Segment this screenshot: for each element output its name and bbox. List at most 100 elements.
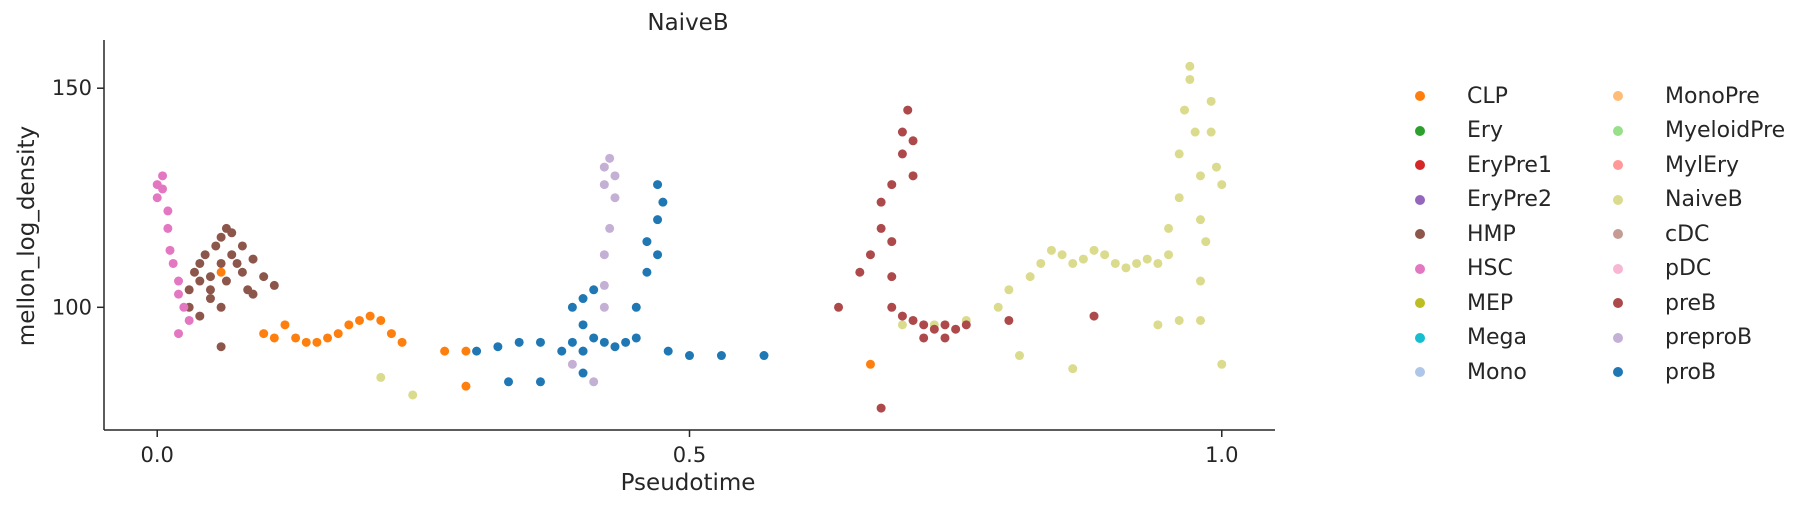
legend-label: MyeloidPre	[1665, 118, 1786, 144]
data-point	[605, 153, 615, 163]
data-point	[158, 171, 168, 181]
data-point	[610, 171, 620, 181]
data-point	[301, 337, 311, 347]
data-point	[1036, 258, 1046, 268]
data-point	[269, 280, 279, 290]
data-point	[1121, 263, 1131, 273]
data-point	[1211, 162, 1221, 172]
data-point	[472, 346, 482, 356]
data-point	[184, 285, 194, 295]
data-point	[354, 315, 364, 325]
legend-marker	[1415, 263, 1425, 274]
data-point	[259, 272, 269, 282]
legend-item: pDC	[1608, 252, 1808, 287]
data-point	[535, 377, 545, 387]
data-point	[1142, 254, 1152, 264]
data-point	[461, 346, 471, 356]
series-preB	[834, 105, 1099, 413]
data-point	[716, 351, 726, 361]
data-point	[504, 377, 514, 387]
data-point	[887, 237, 897, 247]
data-point	[653, 250, 663, 260]
data-point	[897, 149, 907, 159]
legend-item: MylEry	[1608, 148, 1808, 183]
data-point	[642, 237, 652, 247]
data-point	[865, 250, 875, 260]
legend-label: Mega	[1467, 325, 1527, 351]
data-point	[211, 241, 221, 251]
data-point	[1089, 245, 1099, 255]
legend-label: proB	[1665, 359, 1717, 385]
data-point	[280, 320, 290, 330]
data-point	[216, 302, 226, 312]
data-point	[1190, 127, 1200, 137]
legend-label: HMP	[1467, 221, 1516, 247]
legend-item: MonoPre	[1608, 79, 1808, 114]
legend-label: MEP	[1467, 290, 1514, 316]
legend-item: Ery	[1410, 114, 1608, 149]
data-point	[514, 337, 524, 347]
series-HMP	[184, 223, 279, 352]
data-point	[216, 232, 226, 242]
legend-label: CLP	[1467, 83, 1508, 109]
x-tick-label: 0.5	[673, 443, 706, 467]
data-point	[1153, 258, 1163, 268]
data-point	[205, 272, 215, 282]
data-point	[1025, 272, 1035, 282]
y-tick-label: 100	[52, 295, 92, 319]
data-point	[557, 346, 567, 356]
data-point	[1153, 320, 1163, 330]
legend-marker	[1613, 160, 1623, 171]
legend-marker	[1415, 91, 1425, 102]
data-point	[908, 136, 918, 146]
data-point	[1100, 250, 1110, 260]
data-point	[1046, 245, 1056, 255]
data-point	[663, 346, 673, 356]
legend-marker	[1415, 367, 1425, 378]
data-point	[312, 337, 322, 347]
data-point	[408, 390, 418, 400]
legend-label: pDC	[1665, 256, 1712, 282]
data-point	[1068, 364, 1078, 374]
data-point	[227, 250, 237, 260]
y-axis-ticks: 100 150	[52, 76, 104, 319]
data-point	[1174, 149, 1184, 159]
data-point	[165, 245, 175, 255]
legend-label: cDC	[1665, 221, 1710, 247]
data-point	[685, 351, 694, 361]
data-point	[163, 206, 173, 216]
data-point	[174, 276, 184, 286]
data-point	[200, 250, 210, 260]
legend-item: EryPre2	[1410, 183, 1608, 218]
data-point	[195, 258, 205, 268]
data-point	[1068, 258, 1078, 268]
data-point	[876, 403, 886, 413]
data-point	[653, 215, 663, 225]
data-point	[216, 342, 226, 352]
data-point	[653, 180, 663, 190]
data-point	[567, 337, 577, 347]
data-point	[1195, 276, 1205, 286]
data-point	[535, 337, 545, 347]
data-point	[865, 359, 875, 369]
data-point	[376, 372, 386, 382]
legend-label: preproB	[1665, 325, 1753, 351]
data-point	[376, 315, 386, 325]
data-point	[1004, 315, 1014, 325]
data-point	[961, 320, 971, 330]
series-HSC	[152, 171, 194, 339]
data-point	[631, 333, 641, 343]
legend-label: MonoPre	[1665, 83, 1760, 109]
data-point	[908, 315, 918, 325]
plot-area	[152, 61, 1227, 413]
legend-marker	[1613, 229, 1623, 240]
data-point	[386, 329, 396, 339]
data-point	[599, 280, 609, 290]
data-point	[344, 320, 354, 330]
legend-marker	[1613, 194, 1623, 205]
series-CLP	[216, 267, 875, 391]
data-point	[1217, 180, 1227, 190]
data-point	[1004, 285, 1014, 295]
data-point	[291, 333, 301, 343]
